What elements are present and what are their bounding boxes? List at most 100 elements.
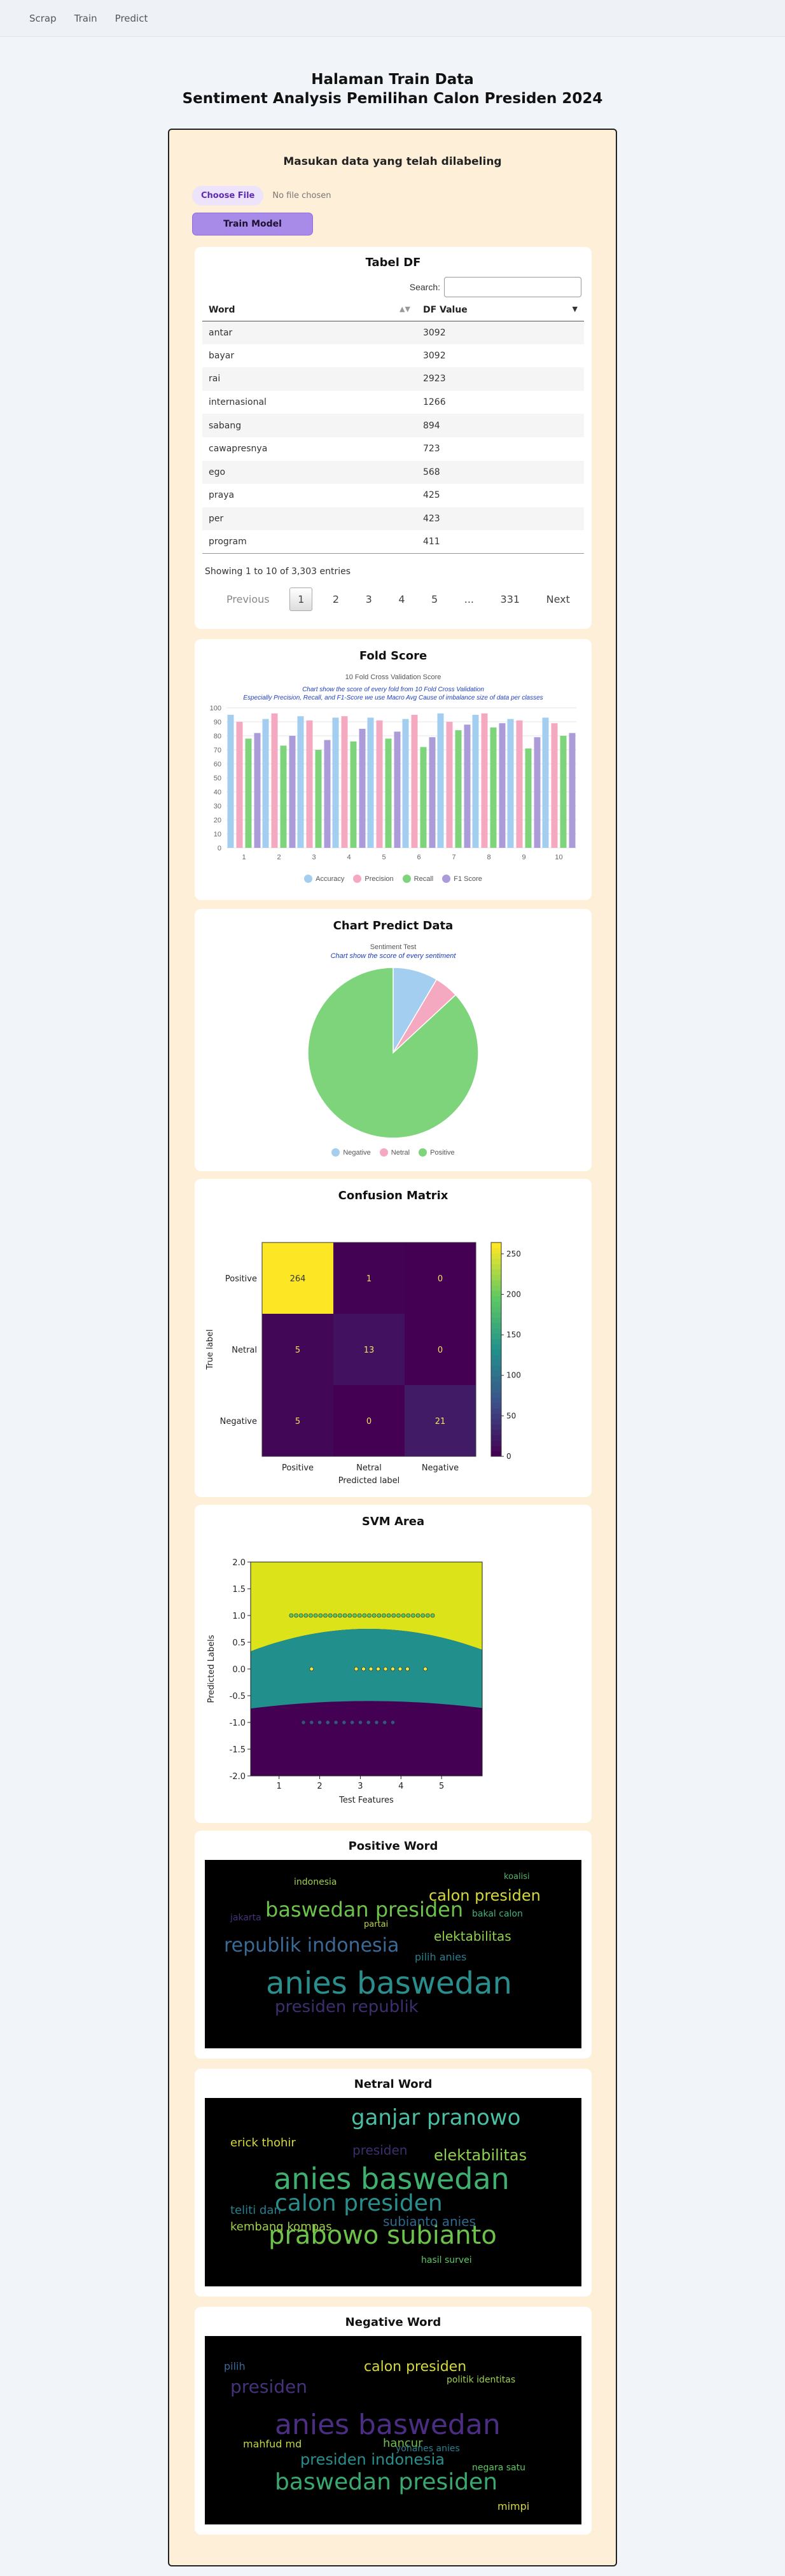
x-tick-label: 3 [312, 854, 316, 861]
cell-df-value: 1266 [422, 397, 446, 408]
legend-item[interactable]: Negative [331, 1148, 371, 1157]
wordcloud-word: mimpi [497, 2500, 530, 2512]
cell-df-value: 425 [422, 490, 440, 501]
legend-item[interactable]: F1 Score [442, 875, 482, 883]
legend-item[interactable]: Accuracy [304, 875, 344, 883]
nav-predict[interactable]: Predict [115, 12, 148, 24]
cell-df-value: 3092 [416, 321, 584, 344]
nav-train[interactable]: Train [74, 12, 97, 24]
bar [227, 715, 234, 848]
next-button[interactable]: Next [546, 593, 570, 605]
card-title: Positive Word [348, 1840, 438, 1853]
data-point [366, 1720, 371, 1725]
legend-swatch [379, 1148, 388, 1157]
colorbar-segment [491, 1301, 501, 1307]
page-button[interactable]: 4 [398, 593, 405, 605]
data-point [401, 1613, 406, 1618]
pagination-ellipsis: ... [464, 593, 475, 605]
page-button[interactable]: 2 [332, 593, 340, 605]
colorbar-segment [491, 1253, 501, 1259]
data-point [338, 1613, 342, 1618]
df-table-card: Tabel DF Search: Word ▲▼ DF Value ▼ antar 3… [195, 247, 592, 629]
wordcloud-word: baswedan presiden [275, 2469, 498, 2495]
wordcloud-word: ganjar pranowo [351, 2105, 521, 2130]
cell-df-value: 894 [416, 414, 584, 437]
y-tick-label: -1.0 [230, 1719, 246, 1728]
y-tick-label: 1.5 [232, 1585, 246, 1594]
table-row: praya 425 [202, 484, 584, 507]
search-input[interactable] [444, 277, 581, 297]
bar [429, 737, 436, 848]
negative-wordcloud-image: anies baswedan baswedan presiden presiden … [205, 2336, 581, 2524]
cell-value: 21 [435, 1417, 446, 1426]
page-button[interactable]: 3 [365, 593, 372, 605]
fold-score-chart: 0 10 20 30 40 50 60 70 80 90 100 1 2 3 4 5 6 7 8 9 10 [210, 705, 576, 861]
df-table: Word ▲▼ DF Value ▼ antar 3092 bayar 3092 rai… [202, 299, 584, 554]
page-button[interactable]: 5 [431, 593, 438, 605]
bar [306, 720, 313, 848]
bar [359, 729, 366, 848]
data-point [391, 1666, 395, 1672]
choose-file-button[interactable]: Choose File [192, 186, 264, 206]
colorbar-segment [491, 1424, 501, 1430]
legend-item[interactable]: Positive [419, 1148, 455, 1157]
legend-item[interactable]: Precision [353, 875, 394, 883]
legend-label: Positive [430, 1148, 455, 1157]
column-header-df-value[interactable]: DF Value ▼ [416, 299, 584, 321]
bar [534, 737, 541, 848]
colorbar-segment [491, 1435, 501, 1441]
legend-item[interactable]: Netral [379, 1148, 410, 1157]
legend-label: Precision [365, 875, 394, 883]
colorbar-segment [491, 1446, 501, 1452]
colorbar-segment [491, 1290, 501, 1297]
wordcloud-word: pilih anies [415, 1951, 467, 1963]
nav-scrap[interactable]: Scrap [29, 12, 57, 24]
train-model-button[interactable]: Train Model [192, 213, 313, 236]
legend-swatch [331, 1148, 340, 1157]
column-header-word[interactable]: Word ▲▼ [202, 299, 417, 321]
bar [490, 727, 497, 848]
data-point [382, 1613, 386, 1618]
data-point [398, 1666, 403, 1672]
bar [341, 716, 348, 848]
wordcloud-word: hancur [383, 2437, 423, 2450]
previous-button[interactable]: Previous [226, 593, 270, 605]
wordcloud-word: yohanes anies [396, 2444, 460, 2454]
wordcloud-word: presiden indonesia [300, 2451, 445, 2468]
sort-icon: ▲▼ [399, 304, 410, 313]
data-point [377, 1613, 382, 1618]
table-info: Showing 1 to 10 of 3,303 entries [205, 567, 351, 577]
colorbar-frame [490, 1242, 502, 1457]
data-point [391, 1613, 396, 1618]
bar [315, 750, 322, 848]
bar [394, 731, 401, 848]
data-point [298, 1613, 303, 1618]
data-point [391, 1720, 395, 1725]
colorbar-segment [491, 1370, 501, 1377]
legend-swatch [402, 875, 411, 883]
x-tick-label: Negative [422, 1463, 459, 1473]
wordcloud-word: erick thohir [230, 2136, 296, 2150]
data-point [374, 1720, 379, 1725]
colorbar-segment [491, 1344, 501, 1350]
bar [507, 719, 514, 848]
heatmap-cell [333, 1314, 405, 1385]
data-point [361, 1666, 366, 1672]
table-row: ego 568 [202, 460, 584, 484]
page-button[interactable]: 331 [500, 593, 520, 605]
bar [324, 740, 331, 848]
data-point [294, 1613, 298, 1618]
table-row: rai 2923 [202, 367, 584, 391]
page-button-current[interactable]: 1 [289, 587, 313, 611]
x-tick-label: 1 [277, 1782, 282, 1791]
legend-label: F1 Score [454, 875, 482, 883]
colorbar-segment [491, 1386, 501, 1393]
page-title: Halaman Train Data [311, 71, 474, 88]
legend-item[interactable]: Recall [402, 875, 433, 883]
wordcloud-word: negara satu [472, 2463, 525, 2473]
x-tick-label: 9 [522, 854, 525, 861]
data-point [405, 1666, 410, 1672]
x-tick-label: 3 [358, 1782, 363, 1791]
x-axis-label: Test Features [338, 1796, 394, 1805]
wordcloud-word: kembang kompas [230, 2220, 332, 2234]
